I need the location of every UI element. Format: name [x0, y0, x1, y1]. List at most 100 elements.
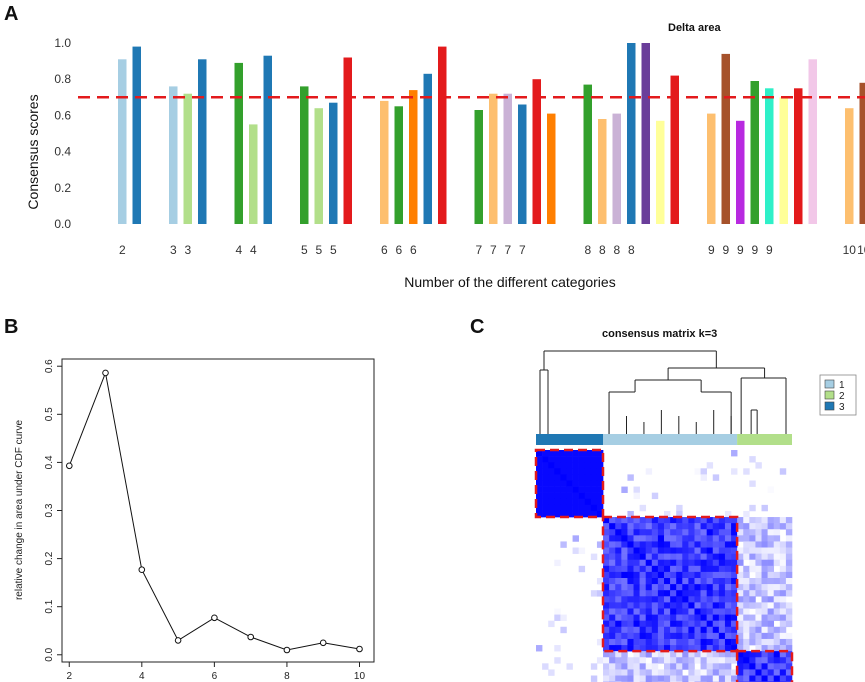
- matrix-cell: [572, 510, 579, 518]
- matrix-cell: [731, 590, 738, 597]
- matrix-cell: [731, 620, 738, 628]
- matrix-cell: [718, 657, 726, 664]
- matrix-cell: [779, 663, 787, 670]
- matrix-cell: [749, 614, 756, 621]
- matrix-cell: [670, 645, 677, 652]
- matrix-cell: [542, 468, 549, 475]
- matrix-cell: [603, 608, 610, 615]
- matrix-cell: [609, 553, 616, 561]
- matrix-cell: [724, 620, 732, 628]
- matrix-cell: [651, 645, 659, 652]
- matrix-cell: [603, 663, 610, 670]
- matrix-cell: [779, 632, 787, 640]
- matrix-cell: [743, 468, 750, 475]
- matrix-cell: [706, 523, 714, 530]
- matrix-cell: [621, 602, 628, 609]
- matrix-cell: [773, 523, 781, 530]
- matrix-cell: [596, 510, 604, 518]
- matrix-cell: [609, 565, 616, 573]
- matrix-cell: [694, 541, 701, 548]
- matrix-cell: [706, 638, 714, 646]
- matrix-cell: [651, 529, 659, 536]
- matrix-cell: [767, 559, 775, 567]
- matrix-cell: [548, 480, 555, 487]
- matrix-cell: [767, 529, 775, 536]
- y-tick-label: 0.2: [44, 551, 55, 565]
- matrix-cell: [761, 626, 768, 634]
- matrix-cell: [542, 663, 549, 670]
- matrix-cell: [731, 517, 738, 524]
- data-point: [174, 637, 182, 644]
- y-tick-label: 0.6: [54, 108, 71, 122]
- matrix-cell: [633, 535, 640, 542]
- bar-k5-4: [343, 57, 352, 224]
- matrix-cell: [590, 590, 598, 597]
- matrix-cell: [749, 504, 756, 512]
- matrix-cell: [657, 657, 665, 664]
- matrix-cell: [688, 669, 695, 676]
- matrix-cell: [639, 620, 647, 628]
- matrix-cell: [767, 620, 775, 628]
- matrix-cell: [651, 596, 659, 603]
- matrix-cell: [615, 657, 622, 664]
- matrix-cell: [615, 571, 622, 579]
- matrix-cell: [694, 614, 701, 621]
- matrix-cell: [548, 486, 555, 493]
- matrix-cell: [603, 657, 610, 664]
- matrix-cell: [694, 651, 701, 658]
- matrix-cell: [651, 584, 659, 591]
- matrix-cell: [670, 584, 677, 591]
- matrix-cell: [615, 663, 622, 670]
- matrix-cell: [645, 571, 653, 579]
- matrix-cell: [670, 590, 677, 597]
- bar-k7-1: [474, 110, 483, 224]
- matrix-cell: [724, 608, 732, 615]
- line-chart-cdf-delta: relative change in area under CDF curve …: [14, 358, 375, 682]
- matrix-cell: [609, 602, 616, 609]
- matrix-cell: [682, 614, 689, 621]
- matrix-cell: [615, 584, 622, 591]
- matrix-cell: [737, 535, 744, 542]
- matrix-cell: [779, 675, 787, 682]
- matrix-cell: [682, 626, 689, 634]
- matrix-cell: [664, 645, 671, 652]
- matrix-cell: [749, 541, 756, 548]
- matrix-cell: [651, 492, 659, 500]
- matrix-cell: [785, 608, 793, 615]
- matrix-cell: [767, 517, 775, 524]
- matrix-cell: [676, 553, 683, 561]
- matrix-cell: [706, 675, 714, 682]
- matrix-cell: [700, 608, 707, 615]
- matrix-cell: [682, 517, 689, 524]
- matrix-cell: [761, 541, 768, 548]
- matrix-cell: [737, 663, 744, 670]
- matrix-cell: [682, 657, 689, 664]
- matrix-cell: [688, 632, 695, 640]
- matrix-cell: [724, 657, 732, 664]
- matrix-cell: [657, 517, 665, 524]
- matrix-cell: [615, 553, 622, 561]
- matrix-cell: [657, 596, 665, 603]
- matrix-cell: [633, 590, 640, 597]
- matrix-cell: [645, 590, 653, 597]
- matrix-cell: [724, 510, 732, 518]
- matrix-cell: [548, 620, 555, 628]
- matrix-cell: [712, 669, 720, 676]
- matrix-cell: [615, 645, 622, 652]
- matrix-cell: [609, 651, 616, 658]
- legend-label-3: 3: [839, 402, 845, 413]
- matrix-cell: [609, 657, 616, 664]
- matrix-cell: [773, 638, 781, 646]
- matrix-cell: [755, 523, 762, 530]
- matrix-cell: [688, 651, 695, 658]
- matrix-cell: [688, 523, 695, 530]
- matrix-cell: [590, 480, 598, 487]
- matrix-cell: [657, 638, 665, 646]
- y-tick-label: 0.3: [44, 503, 55, 517]
- matrix-cell: [615, 675, 622, 682]
- matrix-cell: [609, 547, 616, 554]
- matrix-cell: [670, 602, 677, 609]
- matrix-cell: [694, 590, 701, 597]
- matrix-cell: [596, 498, 604, 506]
- matrix-cell: [627, 529, 634, 536]
